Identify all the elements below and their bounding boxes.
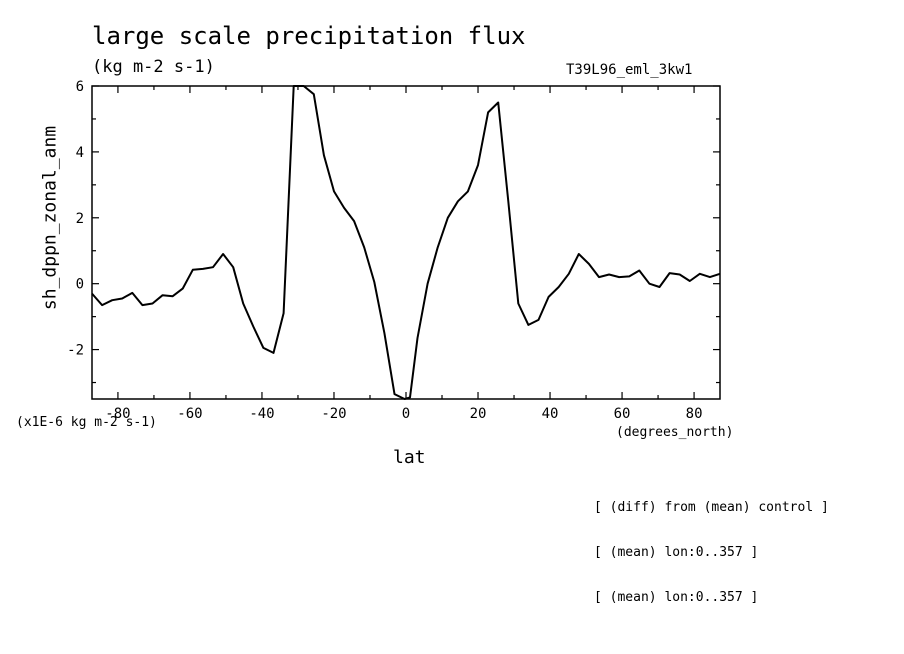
x-tick-label: 40 [542,406,559,422]
x-tick-label: 80 [686,406,703,422]
x-tick-label: -20 [321,406,346,422]
note-line: [ (mean) lon:0..357 ] [594,545,759,560]
plot-frame [91,85,721,400]
note-line: [ (mean) lon:0..357 ] [594,590,759,605]
x-tick-label: -80 [105,406,130,422]
note-line: [ (diff) from (mean) control ] [594,500,829,515]
chart-notes: [ (diff) from (mean) control ] [ (mean) … [594,470,829,620]
x-tick-label: -40 [249,406,274,422]
axis-ticks [92,85,720,399]
y-tick-label: 0 [76,277,84,293]
x-tick-label: 0 [402,406,410,422]
y-tick-label: -2 [67,343,84,359]
y-tick-label: 2 [76,211,84,227]
y-scale-note: (x1E-6 kg m-2 s-1) [16,415,157,430]
x-axis-units: (degrees_north) [616,425,734,440]
series-line [91,85,721,400]
run-id-label: T39L96_eml_3kw1 [566,62,693,78]
x-axis-label: lat [393,447,426,468]
chart-units: (kg m-2 s-1) [92,57,215,77]
x-tick-label: 60 [614,406,631,422]
x-tick-label: -60 [177,406,202,422]
y-tick-label: 6 [76,79,84,95]
y-tick-label: 4 [76,145,84,161]
x-tick-label: 20 [470,406,487,422]
chart-title: large scale precipitation flux [92,22,526,50]
